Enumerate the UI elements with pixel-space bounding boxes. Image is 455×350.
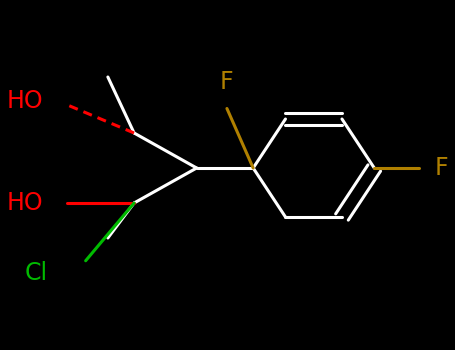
Text: F: F xyxy=(435,156,449,180)
Text: Cl: Cl xyxy=(24,261,47,285)
Text: F: F xyxy=(220,70,234,94)
Text: HO: HO xyxy=(7,191,43,215)
Text: HO: HO xyxy=(7,90,43,113)
